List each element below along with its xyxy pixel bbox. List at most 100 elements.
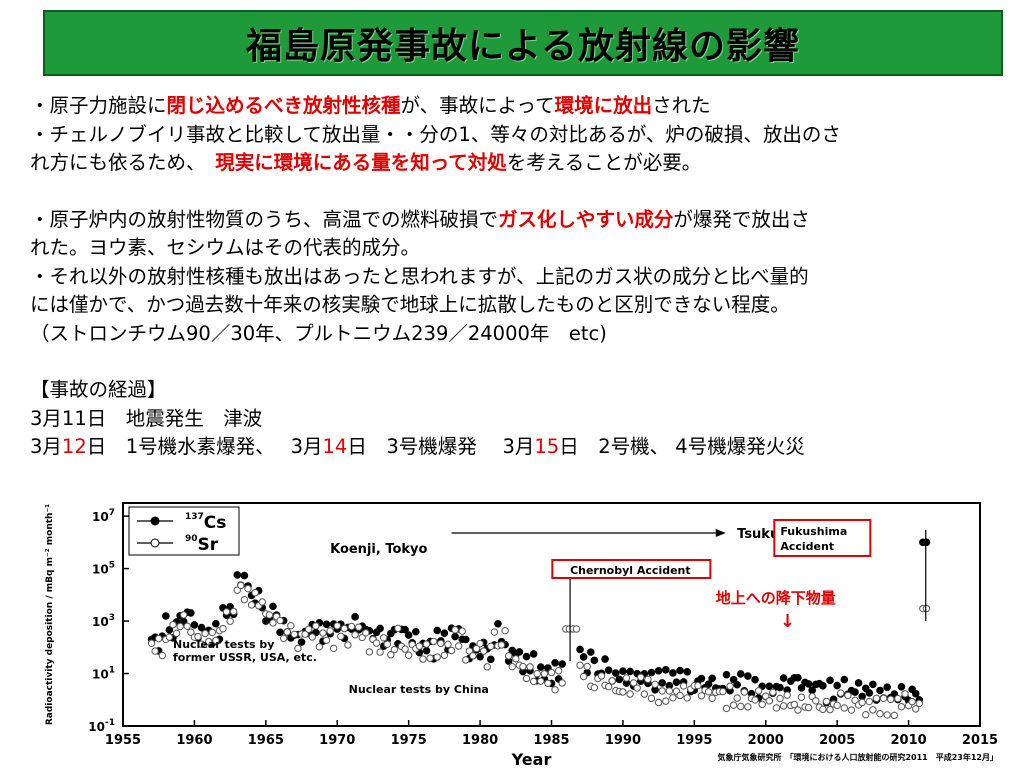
data-point-sr	[201, 629, 209, 638]
data-point-sr	[626, 690, 634, 698]
data-point-sr	[797, 693, 806, 701]
data-point-sr	[544, 679, 552, 687]
data-point-sr	[522, 674, 531, 683]
data-point-sr	[890, 711, 898, 720]
text-segment: 14	[322, 435, 348, 458]
data-point-sr	[769, 688, 777, 696]
data-point-sr	[779, 702, 788, 710]
highlight-text: 現実に環境にある量を知って対処	[215, 151, 507, 174]
data-point-sr	[490, 628, 499, 636]
text-segment: ・原子力施設に	[30, 94, 167, 117]
data-point-sr	[876, 710, 884, 718]
data-point-sr	[840, 704, 849, 712]
data-point-sr	[290, 630, 299, 638]
text-line: ・原子炉内の放射性物質のうち、高温での燃料破損でガス化しやすい成分が爆発で放出さ	[30, 206, 1005, 235]
data-point-sr	[733, 694, 741, 702]
data-point-sr	[765, 697, 774, 705]
data-point-sr	[651, 680, 659, 689]
data-point-cs	[462, 635, 470, 644]
data-point-cs	[840, 675, 849, 684]
data-point-sr	[251, 588, 259, 597]
data-point-sr	[322, 636, 331, 644]
data-point-sr	[469, 652, 477, 660]
data-point-sr	[347, 622, 356, 631]
data-point-sr	[754, 687, 763, 695]
data-point-sr	[533, 670, 541, 678]
data-point-cs	[486, 655, 495, 664]
data-point-sr	[576, 661, 584, 669]
data-point-sr	[726, 682, 734, 690]
data-point-sr	[269, 619, 277, 627]
text-segment: には僅かで、かつ過去数十年来の核実験で地球上に拡散したものと区別できない程度。	[30, 293, 790, 316]
data-point-sr	[922, 604, 931, 613]
data-point-cs	[190, 621, 199, 629]
text-line: には僅かで、かつ過去数十年来の核実験で地球上に拡散したものと区別できない程度。	[30, 291, 1005, 320]
data-point-sr	[644, 675, 652, 684]
fukushima-label-2: Accident	[780, 540, 834, 553]
text-segment: ・それ以外の放射性核種も放出はあったと思われますが、上記のガス状の成分と比べ量的	[30, 264, 809, 288]
data-point-sr	[504, 652, 513, 660]
deposition-chart: 1955 1960 1965 1970 1975 1980 1985 1990 1995 2000…	[40, 493, 1007, 768]
data-point-sr	[240, 595, 249, 604]
data-point-cs	[672, 678, 681, 687]
data-point-cs	[736, 670, 745, 678]
data-point-cs	[586, 648, 595, 656]
data-point-cs	[733, 680, 741, 689]
data-point-sr	[897, 703, 906, 711]
data-point-cs	[897, 682, 906, 691]
data-point-cs	[876, 686, 884, 695]
data-point-sr	[265, 611, 274, 619]
data-point-cs	[558, 660, 567, 668]
data-point-sr	[422, 640, 431, 648]
data-point-sr	[501, 627, 509, 635]
data-point-sr	[637, 673, 645, 681]
text-line: ・チェルノブイリ事故と比較して放出量・・分の1、等々の対比あるが、炉の破損、放出…	[30, 121, 1005, 150]
data-point-sr	[158, 651, 166, 660]
data-point-sr	[901, 690, 909, 698]
data-point-sr	[508, 663, 516, 671]
data-point-sr	[433, 653, 441, 661]
data-point-sr	[737, 702, 745, 711]
data-point-sr	[679, 682, 688, 690]
data-point-sr	[558, 679, 566, 687]
text-segment: 日 3号機爆発 3月	[347, 435, 535, 458]
data-point-cs	[440, 629, 449, 638]
data-point-cs	[854, 679, 863, 687]
data-point-sr	[858, 698, 866, 707]
x-tick-label: 2010	[890, 733, 926, 748]
data-point-sr	[529, 677, 538, 686]
data-point-sr	[283, 628, 291, 636]
data-point-sr	[329, 644, 338, 653]
data-point-sr	[590, 683, 599, 692]
data-point-sr	[619, 688, 627, 696]
data-point-sr	[351, 631, 359, 639]
data-point-sr	[654, 698, 663, 707]
data-point-cs	[676, 666, 684, 675]
data-point-cs	[858, 692, 866, 701]
data-point-sr	[169, 621, 177, 629]
data-point-sr	[862, 711, 870, 719]
data-point-sr	[451, 626, 459, 634]
x-tick-label: 1995	[676, 733, 712, 748]
data-point-sr	[683, 694, 691, 702]
data-point-cs	[911, 689, 920, 698]
text-segment: （ストロンチウム90／30年、プルトニウム239／24000年 etc)	[30, 321, 607, 345]
data-point-cs	[619, 667, 627, 675]
data-point-sr	[479, 647, 488, 655]
x-tick-label: 1980	[462, 733, 498, 748]
data-point-sr	[665, 687, 674, 695]
data-point-sr	[844, 691, 852, 700]
ground-deposition-label: 地上への降下物量	[716, 589, 836, 607]
data-point-sr	[333, 622, 341, 630]
data-point-sr	[583, 662, 591, 671]
data-point-cs	[851, 688, 859, 696]
data-point-sr	[608, 677, 616, 685]
data-point-sr	[258, 598, 266, 606]
y-tick-label: 105	[92, 561, 115, 577]
data-point-cs	[615, 675, 624, 684]
data-point-cs	[833, 681, 841, 690]
data-point-cs	[647, 668, 656, 677]
title-banner: 福島原発事故による放射線の影響	[43, 10, 1003, 76]
legend-label: 137Cs	[185, 512, 226, 533]
highlight-text: 閉じ込めるべき放射性核種	[166, 94, 401, 117]
